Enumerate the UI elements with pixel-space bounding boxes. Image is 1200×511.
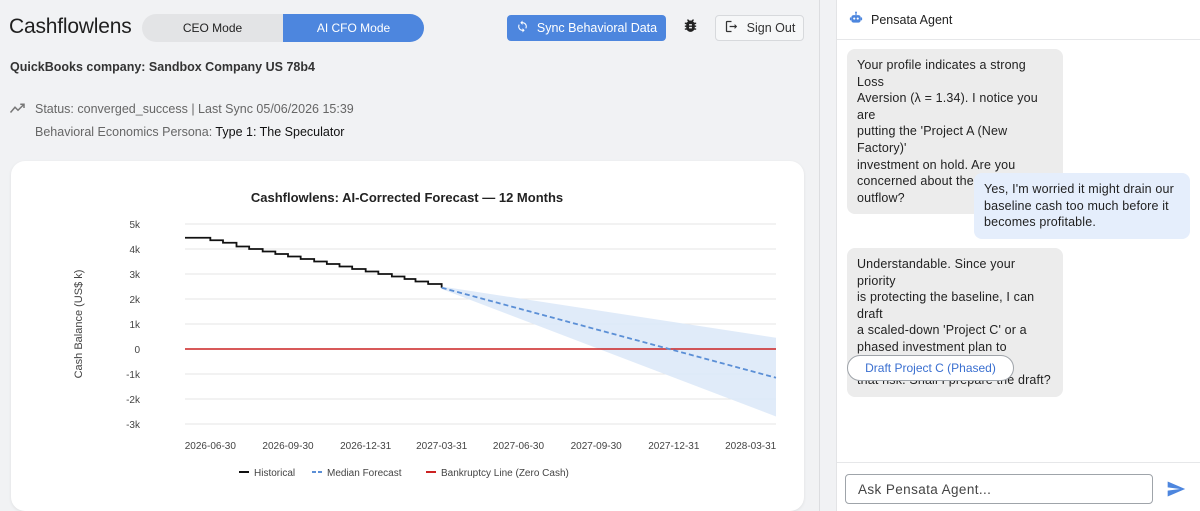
robot-icon [849,11,863,28]
y-tick-label: 4k [129,245,141,256]
y-tick-label: -3k [126,420,141,431]
persona-value: Type 1: The Speculator [215,125,345,139]
x-tick-label: 2028-03-31 [725,441,777,452]
x-tick-label: 2027-09-30 [571,441,623,452]
agent-input-bar [837,462,1200,511]
bug-report-button[interactable] [680,18,700,38]
mode-toggle: CEO Mode AI CFO Mode [142,14,424,42]
logout-icon [724,19,739,37]
legend-label: Median Forecast [327,468,402,479]
forecast-chart: Cashflowlens: AI-Corrected Forecast — 12… [73,190,777,479]
ai-cfo-mode-button[interactable]: AI CFO Mode [283,14,424,42]
sign-out-label: Sign Out [746,21,796,35]
dashboard-pane: Cashflowlens CEO Mode AI CFO Mode Sync B… [9,14,804,511]
suggestion-chip-draft-project-c[interactable]: Draft Project C (Phased) [847,355,1014,381]
x-tick-label: 2026-06-30 [185,441,237,452]
sync-button-label: Sync Behavioral Data [536,21,658,35]
forecast-confidence-band [441,286,776,417]
x-tick-label: 2027-12-31 [648,441,700,452]
y-tick-label: 2k [129,295,141,306]
x-tick-label: 2027-03-31 [416,441,468,452]
chart-title: Cashflowlens: AI-Corrected Forecast — 12… [251,190,563,205]
forecast-chart-card: Cashflowlens: AI-Corrected Forecast — 12… [11,161,804,511]
median-forecast-line [441,286,777,379]
company-name: QuickBooks company: Sandbox Company US 7… [10,60,315,74]
bug-icon [682,17,699,39]
y-tick-label: 1k [129,320,141,331]
agent-title: Pensata Agent [871,12,953,27]
sync-behavioral-data-button[interactable]: Sync Behavioral Data [507,15,666,41]
x-tick-label: 2026-09-30 [262,441,314,452]
y-tick-label: 0 [134,345,140,356]
app-title: Cashflowlens [9,15,132,38]
refresh-icon [516,20,529,36]
persona-line: Behavioral Economics Persona: Type 1: Th… [35,125,344,139]
legend-label: Historical [254,468,295,479]
persona-label: Behavioral Economics Persona: [35,125,216,139]
y-tick-label: -1k [126,370,141,381]
pane-divider[interactable] [819,0,820,511]
sync-status: Status: converged_success | Last Sync 05… [35,102,354,116]
historical-line [185,236,443,288]
trend-icon [9,101,27,120]
agent-chat-input[interactable] [845,474,1153,504]
x-tick-label: 2026-12-31 [340,441,392,452]
agent-header: Pensata Agent [837,0,1200,40]
sign-out-button[interactable]: Sign Out [715,15,804,41]
legend-label: Bankruptcy Line (Zero Cash) [441,468,569,479]
y-tick-label: 3k [129,270,141,281]
y-tick-label: -2k [126,395,141,406]
y-axis-label: Cash Balance (US$ k) [73,270,85,379]
x-tick-label: 2027-06-30 [493,441,545,452]
send-icon[interactable] [1166,479,1186,499]
y-tick-label: 5k [129,220,141,231]
user-message: Yes, I'm worried it might drain our base… [974,173,1190,239]
agent-panel: Pensata Agent Your profile indicates a s… [836,0,1200,511]
ceo-mode-button[interactable]: CEO Mode [182,21,243,35]
